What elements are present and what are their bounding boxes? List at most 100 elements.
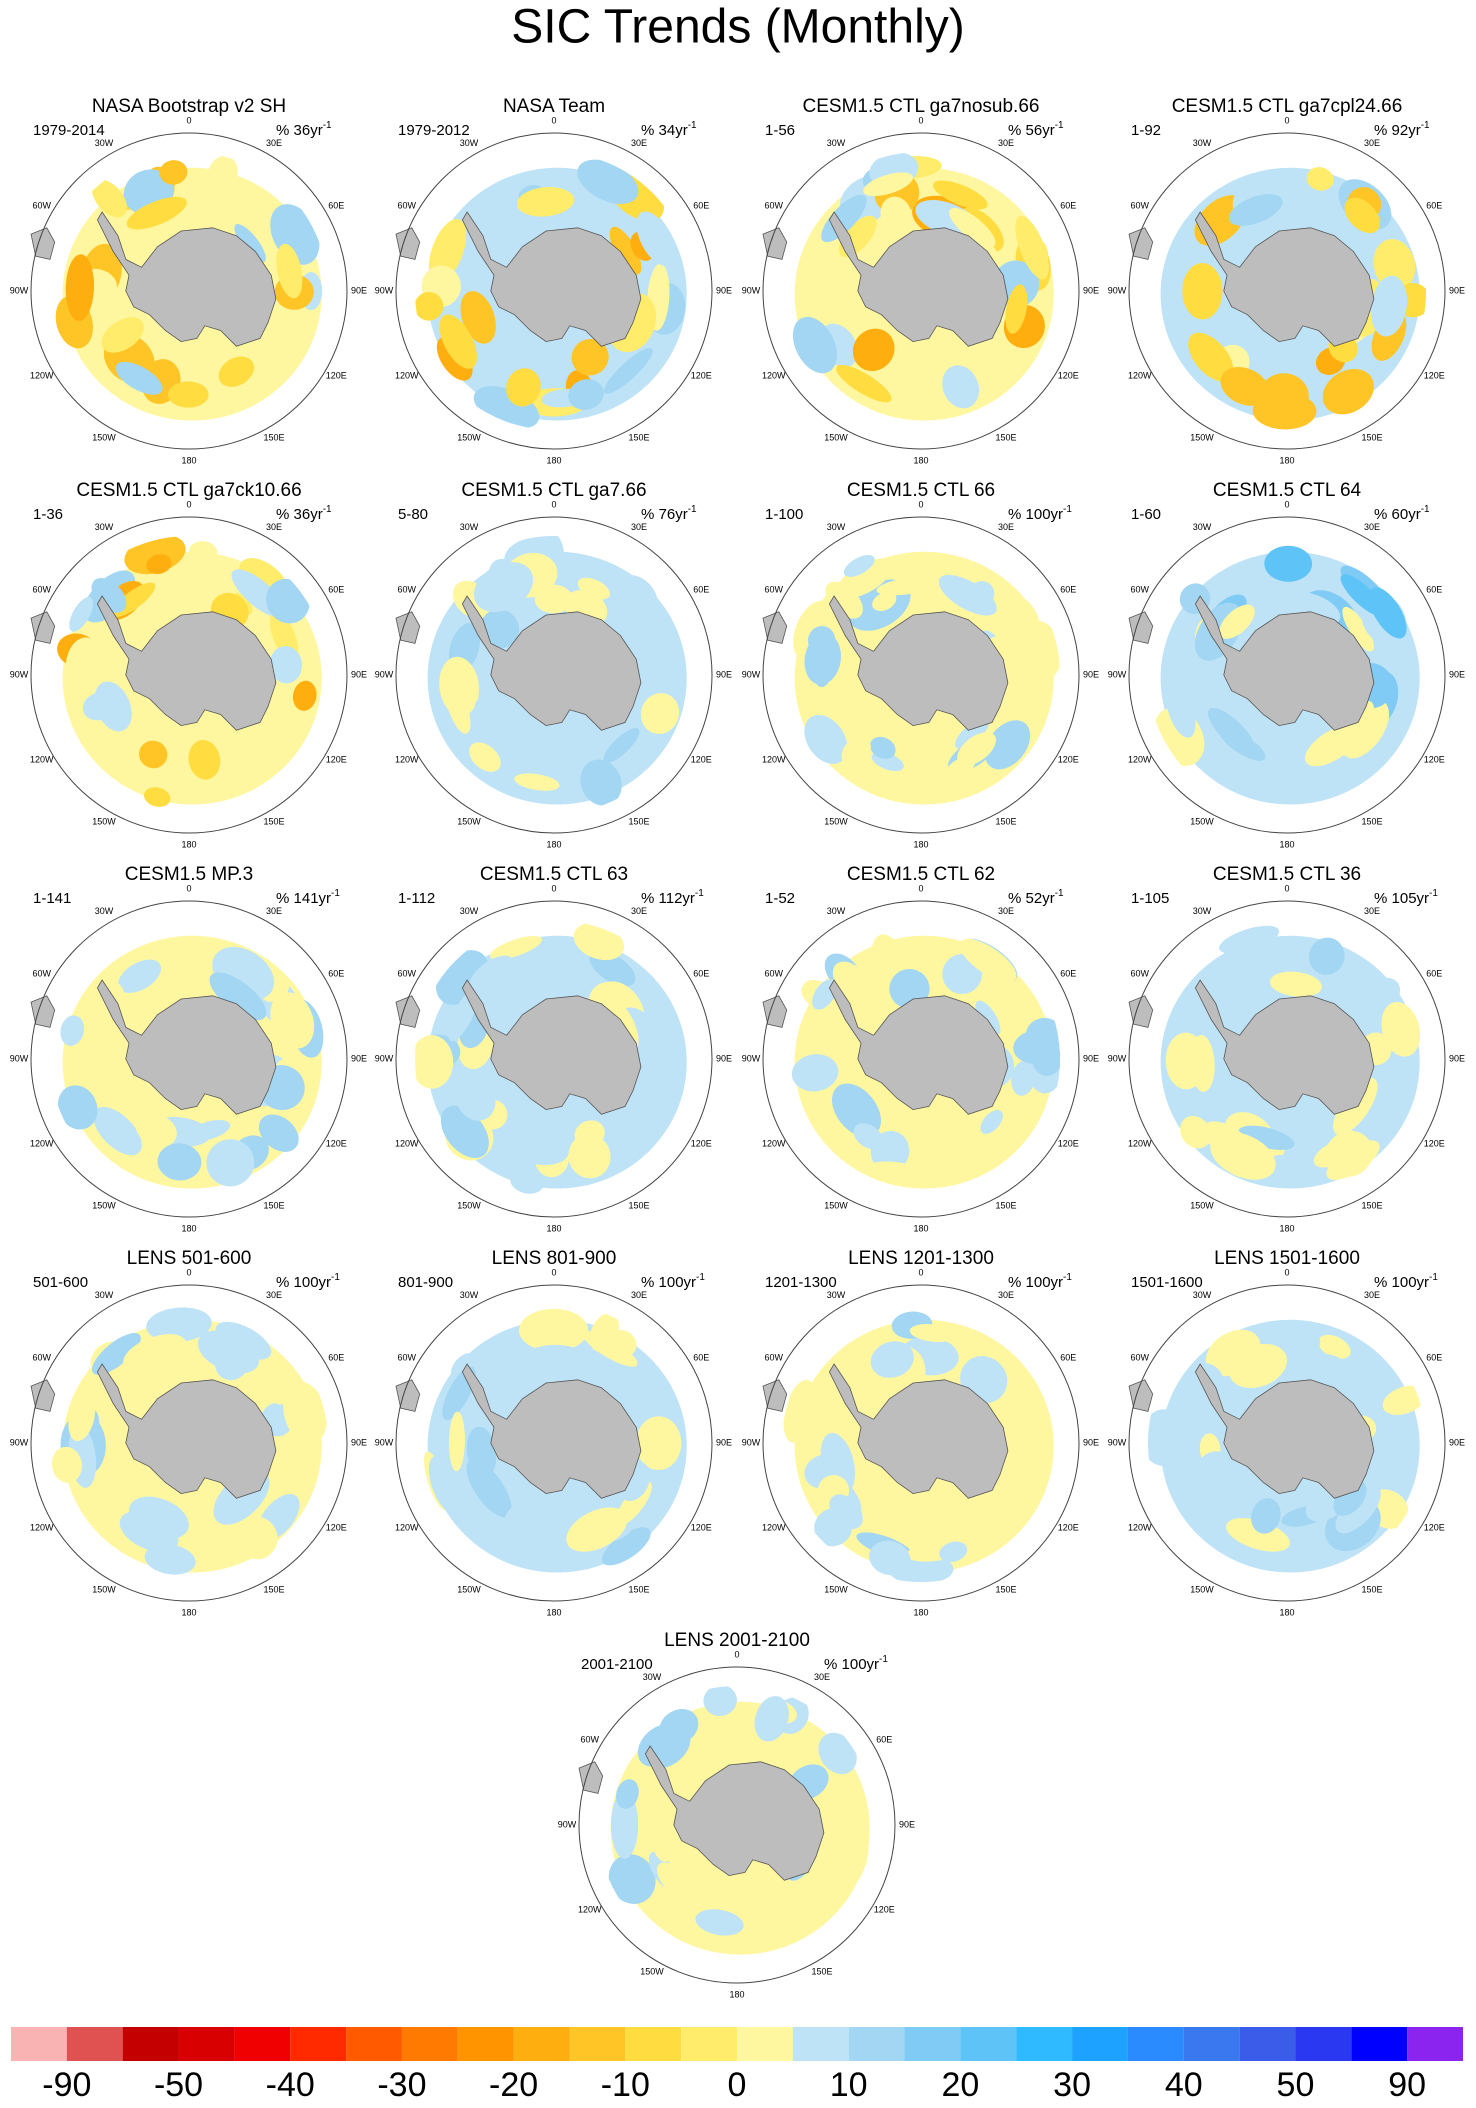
trend-label: % 100yr-1 (1008, 504, 1072, 523)
ice-patch (939, 1541, 968, 1563)
longitude-label: 120E (691, 370, 712, 380)
colorbar-label: 20 (941, 2066, 979, 2104)
ice-patch (836, 364, 892, 403)
ice-patch (1005, 284, 1028, 334)
trend-label: % 36yr-1 (276, 120, 332, 139)
ice-patch (65, 637, 104, 694)
ice-patch (1015, 215, 1049, 280)
map-panel: CESM1.5 CTL ga7nosub.66 1-56 % 56yr-1 0 30E 6… (742, 96, 1099, 465)
ice-patch (566, 1507, 628, 1552)
ice-patch (258, 1114, 299, 1152)
colorbar-box (234, 2027, 291, 2061)
map-panel: CESM1.5 CTL 36 1-105 % 105yr-1 0 30E 60E 90E 12… (1108, 864, 1465, 1233)
longitude-label: 120W (395, 1522, 419, 1532)
longitude-label: 150W (640, 1967, 664, 1977)
map-border (762, 900, 1080, 1218)
ice-patch (754, 1696, 789, 1742)
ice-patch (843, 983, 875, 1016)
antarctica (461, 1363, 642, 1499)
ice-patch (1275, 180, 1319, 226)
longitude-label: 60W (33, 584, 52, 594)
longitude-label: 30W (1193, 522, 1212, 532)
colorbar-label: 50 (1277, 2066, 1315, 2104)
panel-title: CESM1.5 CTL ga7ck10.66 (76, 480, 301, 501)
longitude-label: 90E (716, 1053, 732, 1063)
colorbar-box (681, 2027, 737, 2061)
longitude-label: 90E (351, 285, 367, 295)
map-border (762, 132, 1080, 450)
longitude-label: 90W (375, 285, 394, 295)
longitude-label: 150E (628, 433, 649, 443)
longitude-label: 120W (30, 1522, 54, 1532)
longitude-label: 90E (1083, 669, 1099, 679)
longitude-label: 120W (762, 1138, 786, 1148)
antarctica (1194, 979, 1375, 1115)
longitude-label: 60E (328, 200, 344, 210)
period-label: 1-36 (33, 506, 63, 523)
trend-text: % 60yr (1374, 506, 1421, 523)
ice-patch (1340, 574, 1385, 617)
longitude-label: 30E (631, 906, 647, 916)
colorbar-box (513, 2027, 570, 2061)
panel-title: CESM1.5 CTL 64 (1213, 480, 1362, 501)
ice-patch (872, 591, 897, 612)
trend-text: % 141yr (276, 890, 331, 907)
longitude-label: 120W (1128, 754, 1152, 764)
colorbar-label: 10 (830, 2066, 868, 2104)
ice-patch (872, 934, 902, 974)
longitude-label: 150E (628, 1201, 649, 1211)
longitude-label: 60W (1131, 1352, 1150, 1362)
longitude-label: 120E (1058, 370, 1079, 380)
longitude-label: 30E (998, 522, 1014, 532)
longitude-label: 150W (824, 433, 848, 443)
panel-title: CESM1.5 CTL ga7.66 (461, 480, 646, 501)
panel-title: CESM1.5 CTL 63 (480, 864, 628, 885)
ice-patch (68, 1394, 96, 1442)
longitude-label: 120E (1058, 754, 1079, 764)
longitude-label: 30E (814, 1672, 830, 1682)
longitude-label: 60W (765, 968, 784, 978)
trend-label: % 34yr-1 (641, 120, 697, 139)
longitude-label: 150W (92, 1201, 116, 1211)
longitude-label: 30W (95, 138, 114, 148)
ice-patch (91, 179, 127, 218)
ice-patch (455, 1077, 496, 1121)
ice-patch (209, 972, 267, 1021)
ice-patch (234, 224, 266, 263)
ice-patch (959, 938, 1017, 983)
ice-patch (1264, 545, 1313, 582)
ice-patch (1195, 1451, 1244, 1503)
colorbar-label: 90 (1388, 2066, 1426, 2104)
ice-patch (695, 1909, 744, 1936)
longitude-label: 60E (1060, 968, 1076, 978)
longitude-label: 60W (398, 200, 417, 210)
map-border (578, 1666, 896, 1984)
ice-patch (853, 1123, 884, 1150)
ice-patch (608, 1854, 656, 1904)
longitude-label: 60E (1426, 584, 1442, 594)
ice-patch (908, 1124, 951, 1162)
antarctica (96, 1363, 277, 1499)
antarctica (461, 211, 642, 347)
longitude-label: 60E (1426, 200, 1442, 210)
panel-title: CESM1.5 CTL ga7nosub.66 (803, 96, 1040, 117)
ice-patch (649, 1729, 691, 1769)
trend-exponent: -1 (323, 120, 332, 131)
longitude-label: 120W (30, 754, 54, 764)
longitude-label: 120E (326, 1522, 347, 1532)
longitude-label: 120E (1058, 1138, 1079, 1148)
map-panel: LENS 801-900 801-900 % 100yr-1 0 30E 60E 90E 12… (375, 1248, 732, 1617)
ice-patch (880, 196, 912, 232)
ice-patch (65, 254, 95, 322)
ice-patch (479, 609, 520, 649)
ice-patch (188, 1119, 231, 1141)
longitude-label: 150W (1190, 433, 1214, 443)
antarctica (461, 595, 642, 731)
longitude-label: 120W (762, 754, 786, 764)
longitude-label: 180 (1279, 839, 1294, 849)
ice-patch (1226, 931, 1264, 960)
longitude-label: 0 (551, 883, 556, 893)
longitude-label: 150W (824, 1585, 848, 1595)
south-america (30, 611, 56, 644)
map-panel: CESM1.5 CTL 62 1-52 % 52yr-1 0 30E 60E 90E 120E… (742, 864, 1099, 1233)
